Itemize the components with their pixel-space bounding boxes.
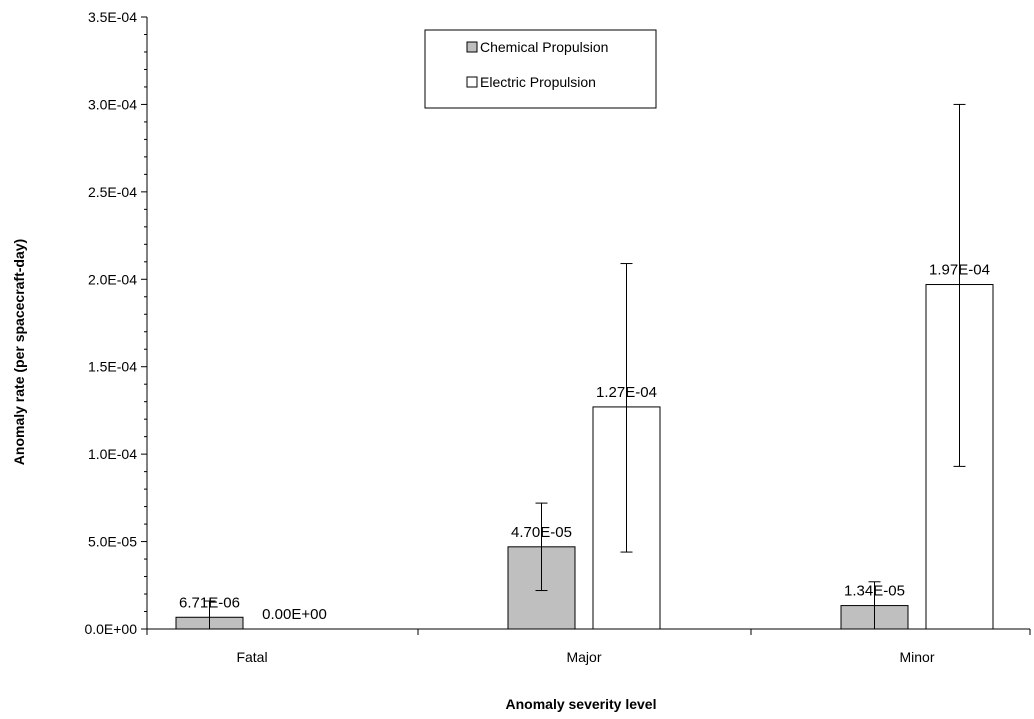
y-axis-title: Anomaly rate (per spacecraft-day): [11, 239, 27, 465]
legend-label-chemical-propulsion: Chemical Propulsion: [480, 39, 608, 55]
value-label-electric-propulsion-minor: 1.97E-04: [929, 262, 990, 279]
y-tick-label: 2.0E-04: [88, 271, 137, 287]
value-label-electric-propulsion-major: 1.27E-04: [596, 384, 657, 401]
y-tick-label: 1.5E-04: [88, 359, 137, 375]
legend-box: [424, 29, 657, 109]
value-label-electric-propulsion-fatal: 0.00E+00: [262, 606, 327, 623]
bars: [175, 284, 994, 630]
axes: 0.0E+00 5.0E-05 1.0E-04 1.5E-04 2.0E-04 2.5E-…: [84, 9, 1031, 665]
value-label-chemical-propulsion-fatal: 6.71E-06: [179, 594, 240, 611]
value-label-chemical-propulsion-major: 4.70E-05: [511, 524, 572, 541]
y-tick-label: 1.0E-04: [88, 446, 137, 462]
x-tick-label-fatal: Fatal: [236, 649, 267, 665]
y-tick-label: 3.5E-04: [88, 9, 137, 25]
value-label-chemical-propulsion-minor: 1.34E-05: [844, 583, 905, 600]
data-labels: 6.71E-06 4.70E-05 1.34E-05 0.00E+00 1.27E-04…: [179, 262, 990, 623]
legend-swatch-chemical-propulsion: [466, 41, 478, 53]
y-tick-label: 5.0E-05: [88, 534, 137, 550]
y-tick-label: 2.5E-04: [88, 184, 137, 200]
legend: Chemical Propulsion Electric Propulsion: [424, 29, 657, 109]
x-tick-label-major: Major: [566, 649, 601, 665]
y-tick-label: 3.0E-04: [88, 96, 137, 112]
legend-label-electric-propulsion: Electric Propulsion: [480, 74, 596, 90]
legend-swatch-electric-propulsion: [466, 76, 478, 88]
error-bars: [203, 103, 966, 629]
x-axis-title: Anomaly severity level: [506, 696, 657, 712]
y-tick-label: 0.0E+00: [84, 621, 137, 637]
x-tick-label-minor: Minor: [899, 649, 934, 665]
